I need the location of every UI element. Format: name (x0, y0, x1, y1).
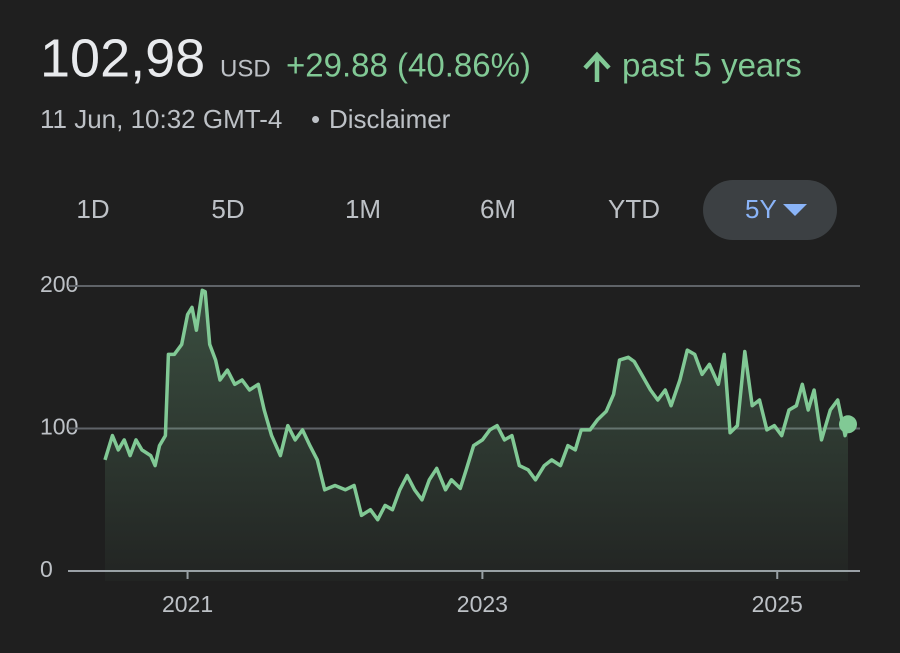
selected-range-chip[interactable] (703, 180, 837, 240)
separator: • (311, 104, 320, 134)
y-tick-label: 200 (40, 271, 78, 297)
price: 102,98 (40, 28, 205, 88)
period: past 5 years (622, 47, 802, 84)
range-button[interactable]: 5D (211, 194, 244, 224)
range-button[interactable]: 1D (76, 194, 109, 224)
y-tick-label: 0 (40, 556, 53, 582)
last-point (839, 415, 857, 434)
currency: USD (220, 55, 271, 82)
dropdown-caret[interactable] (783, 204, 807, 216)
x-tick-label: 2023 (457, 591, 508, 617)
x-tick-label: 2021 (162, 591, 213, 617)
y-tick-label: 100 (40, 414, 78, 440)
disclaimer-link[interactable]: Disclaimer (329, 104, 451, 134)
timestamp: 11 Jun, 10:32 GMT-4 (40, 104, 282, 134)
price-line (103, 288, 850, 522)
range-button[interactable]: 6M (480, 194, 516, 224)
area (105, 290, 848, 581)
x-tick-label: 2025 (752, 591, 803, 617)
up-arrow (583, 51, 611, 82)
range-button[interactable]: 5Y (745, 194, 777, 224)
range-button[interactable]: YTD (608, 194, 660, 224)
range-button[interactable]: 1M (345, 194, 381, 224)
change: +29.88 (40.86%) (286, 47, 531, 84)
